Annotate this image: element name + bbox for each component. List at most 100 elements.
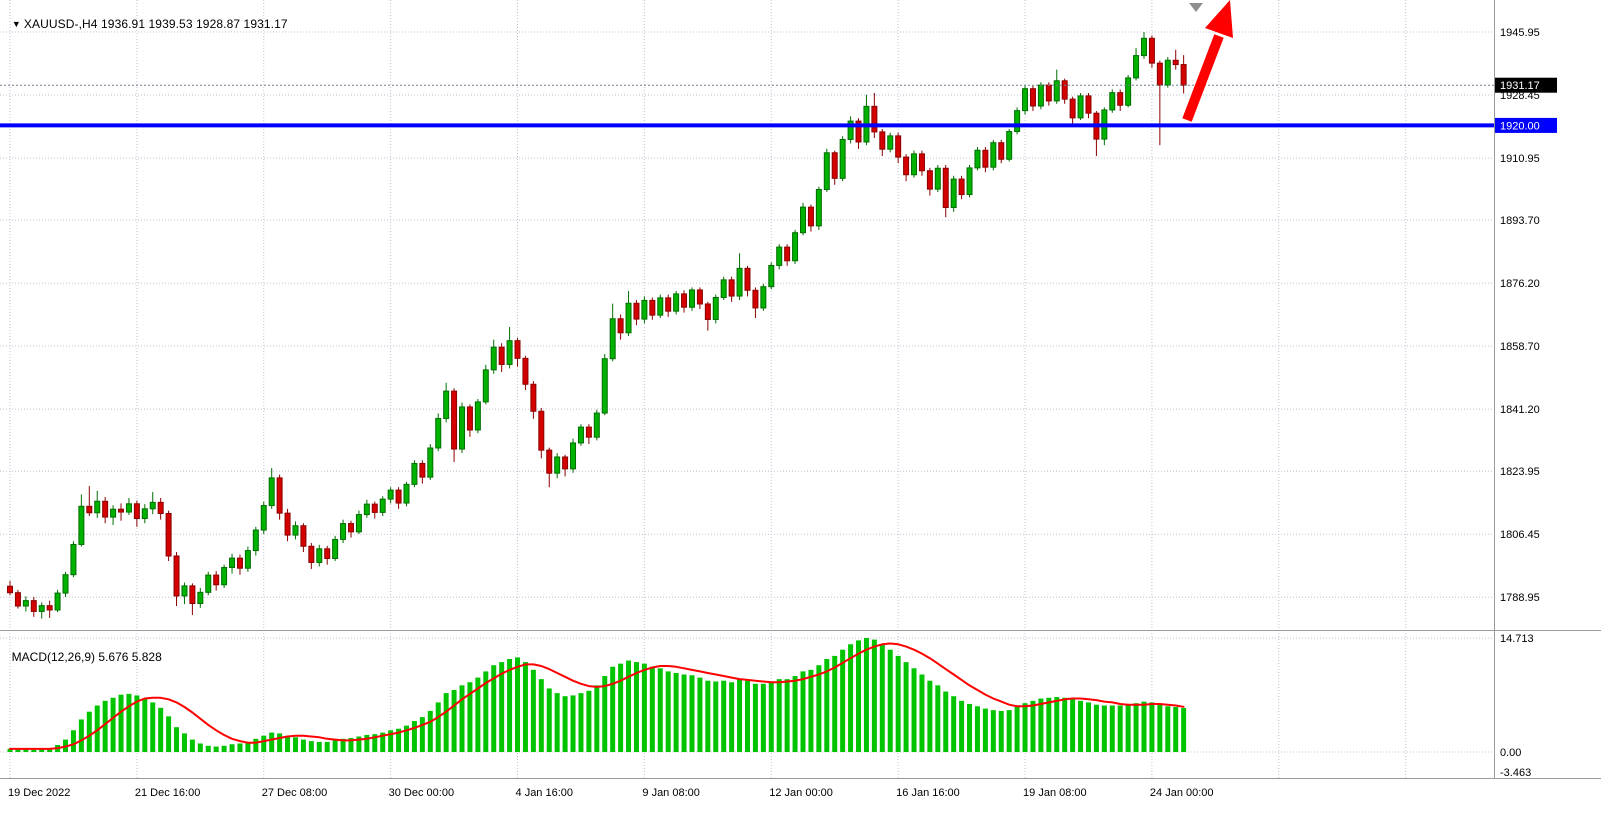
candle-body	[268, 477, 275, 507]
macd-axis[interactable]: 14.713 0.00 -3.463	[1500, 633, 1534, 779]
candle-body	[625, 302, 632, 334]
candle-body	[1125, 77, 1132, 106]
candle-body	[62, 574, 69, 594]
bid-price-tag	[1495, 77, 1557, 93]
macd-bar	[840, 649, 846, 752]
candle-body	[1053, 80, 1060, 102]
candle-body	[1140, 37, 1147, 57]
time-axis-label: 19 Dec 2022	[8, 787, 70, 799]
grid-layer	[0, 0, 1494, 778]
macd-bar	[1101, 705, 1107, 752]
price-axis-label: 1945.95	[1500, 27, 1540, 39]
macd-bar	[332, 740, 338, 752]
macd-bar	[189, 739, 195, 752]
chart-dropdown-triangle-icon[interactable]: ▼	[11, 19, 21, 29]
macd-bar	[538, 679, 544, 752]
macd-bar	[546, 688, 552, 752]
macd-bar	[277, 733, 283, 752]
macd-bar	[356, 736, 362, 752]
candle-body	[30, 600, 37, 612]
macd-bar	[832, 655, 838, 752]
price-axis[interactable]: 1945.95 1928.45 1910.95 1893.70 1876.20 1858.…	[1495, 27, 1557, 604]
macd-bar	[380, 732, 386, 752]
candle-body	[125, 503, 132, 513]
candle-body	[593, 412, 600, 438]
macd-bar	[967, 703, 973, 752]
candle-body	[308, 545, 315, 563]
macd-bar	[300, 739, 306, 752]
candle-body	[141, 508, 148, 520]
macd-bar	[927, 680, 933, 752]
macd-bar	[824, 659, 830, 752]
macd-bar	[1125, 704, 1131, 752]
candle-body	[78, 505, 85, 545]
macd-bar	[396, 728, 402, 752]
candle-body	[54, 592, 61, 611]
support-price-tag	[1495, 117, 1557, 133]
macd-bar	[665, 671, 671, 752]
candle-body	[1172, 59, 1179, 66]
candle-body	[855, 120, 862, 143]
macd-bar	[618, 663, 624, 752]
time-axis[interactable]: 19 Dec 2022 21 Dec 16:00 27 Dec 08:00 30 De…	[8, 787, 1214, 799]
candle-body	[229, 557, 236, 569]
candle-body	[38, 605, 45, 612]
price-axis-label: 1806.45	[1500, 529, 1540, 541]
anchor-triangle	[1189, 3, 1203, 12]
macd-bar	[1085, 702, 1091, 752]
macd-bar	[1141, 701, 1147, 752]
ohlc-values: 1936.91 1939.53 1928.87 1931.17	[101, 17, 288, 31]
macd-bar	[935, 685, 941, 752]
macd-bar	[507, 659, 513, 752]
candle-body	[252, 529, 259, 552]
macd-bar	[943, 691, 949, 752]
macd-bar	[1133, 703, 1139, 752]
candle-body	[205, 574, 212, 593]
macd-bar	[729, 682, 735, 752]
macd-bar	[1117, 705, 1123, 752]
macd-bar	[451, 690, 457, 752]
macd-indicator-title: MACD(12,26,9) 5.676 5.828	[5, 636, 162, 664]
candle-body	[435, 417, 442, 449]
macd-bar	[245, 741, 251, 752]
macd-bar	[586, 690, 592, 752]
trend-arrow[interactable]	[1182, 0, 1233, 122]
candle-body	[300, 525, 307, 547]
candle-body	[1156, 62, 1163, 86]
candle-body	[950, 178, 957, 208]
object-anchor-triangle-icon[interactable]	[1189, 3, 1203, 12]
macd-bar	[626, 660, 632, 752]
macd-bar	[372, 734, 378, 752]
time-axis-label: 9 Jan 08:00	[642, 787, 700, 799]
candle-body	[221, 567, 228, 586]
macd-bar	[47, 748, 53, 752]
macd-bar	[530, 669, 536, 752]
candle-body	[379, 498, 386, 513]
candle-body	[665, 297, 672, 312]
candle-body	[554, 456, 561, 474]
macd-axis-label: -3.463	[1500, 767, 1531, 779]
macd-bar	[1030, 700, 1036, 752]
candle-body	[942, 167, 949, 208]
candle-body	[792, 232, 799, 262]
candle-body	[1006, 131, 1013, 160]
macd-bar	[737, 679, 743, 752]
macd-bar	[308, 741, 314, 752]
candle-body	[1069, 98, 1076, 119]
candle-body	[355, 514, 362, 533]
candle-body	[601, 358, 608, 414]
macd-bar	[752, 683, 758, 752]
time-axis-label: 30 Dec 00:00	[389, 787, 454, 799]
macd-bar	[554, 693, 560, 752]
macd-axis-label: 14.713	[1500, 633, 1534, 645]
candle-body	[546, 449, 553, 474]
candle-body	[649, 299, 656, 316]
macd-bar	[348, 738, 354, 752]
macd-bar	[1093, 704, 1099, 752]
candle-body	[736, 267, 743, 297]
pane-separators	[0, 0, 1601, 779]
price-axis-label: 1910.95	[1500, 153, 1540, 165]
macd-bar	[174, 727, 180, 752]
candle-body	[768, 264, 775, 288]
